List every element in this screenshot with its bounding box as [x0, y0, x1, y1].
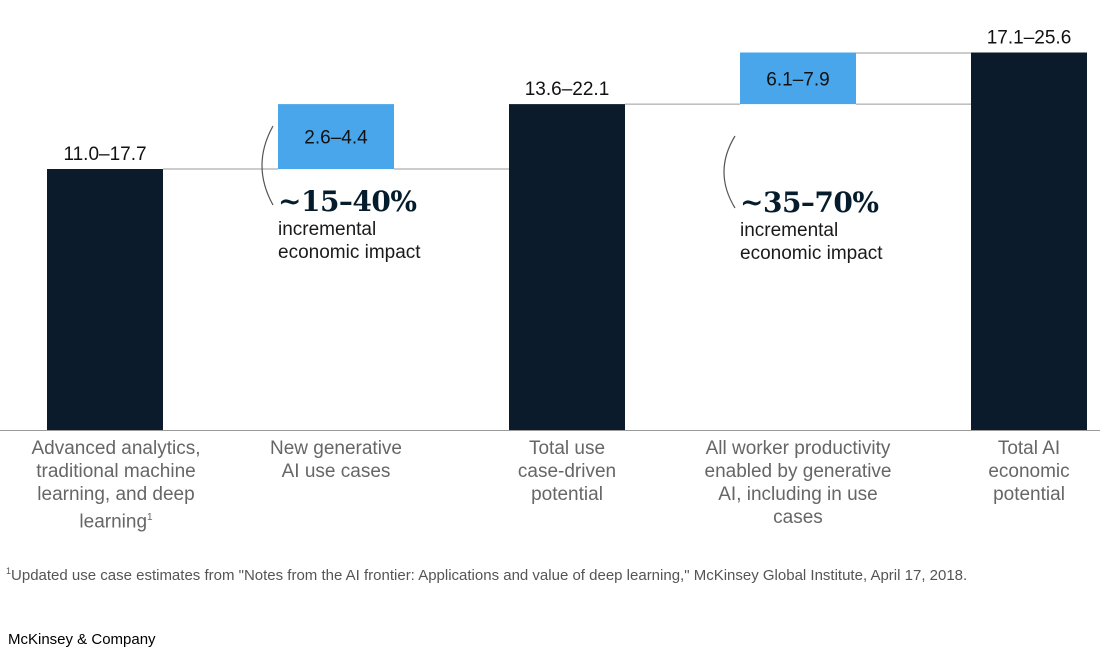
footnote-marker: 1 [6, 566, 12, 576]
category-label-1: Advanced analytics, traditional machine … [31, 438, 201, 533]
bar-value-label-5: 17.1–25.6 [987, 28, 1072, 49]
bar-2 [278, 104, 394, 169]
bar-4 [740, 52, 856, 105]
bar-value-label-4: 6.1–7.9 [766, 69, 829, 90]
annotation-line-1: incremental [278, 219, 377, 240]
waterfall-chart: 11.0–17.7 2.6–4.4 13.6–22.1 6.1–7.9 17.1–25.… [0, 28, 1100, 431]
bar-value-label-3: 13.6–22.1 [525, 79, 610, 100]
annotation-line-2: economic impact [740, 243, 883, 264]
annotation-line-2: economic impact [278, 242, 421, 263]
category-label-5: Total AI economic potential [988, 438, 1070, 505]
footnote-marker: 1 [147, 512, 153, 523]
annotation-percentage: ~35–70% [740, 186, 879, 219]
bracket-arc-2 [723, 135, 736, 209]
bar-value-label-2: 2.6–4.4 [304, 128, 368, 149]
annotation-line-1: incremental [740, 220, 839, 241]
brand-logo-text: McKinsey & Company [8, 631, 156, 648]
bar-3 [509, 104, 625, 430]
bar-value-label-1: 11.0–17.7 [63, 144, 146, 165]
annotation-generative-use-cases: ~15–40% incremental economic impact [278, 186, 421, 264]
bracket-arc-1 [261, 125, 274, 206]
footnote-text: Updated use case estimates from "Notes f… [11, 567, 968, 584]
footnote: 1Updated use case estimates from "Notes … [6, 566, 967, 584]
bar-1 [47, 168, 163, 430]
category-label-2: New generative AI use cases [269, 438, 403, 482]
annotation-worker-productivity: ~35–70% incremental economic impact [740, 187, 883, 265]
category-label-4: All worker productivity enabled by gener… [704, 438, 892, 528]
category-label-3: Total use case-driven potential [517, 438, 617, 505]
annotation-percentage: ~15–40% [278, 185, 417, 218]
bar-5 [971, 52, 1087, 430]
